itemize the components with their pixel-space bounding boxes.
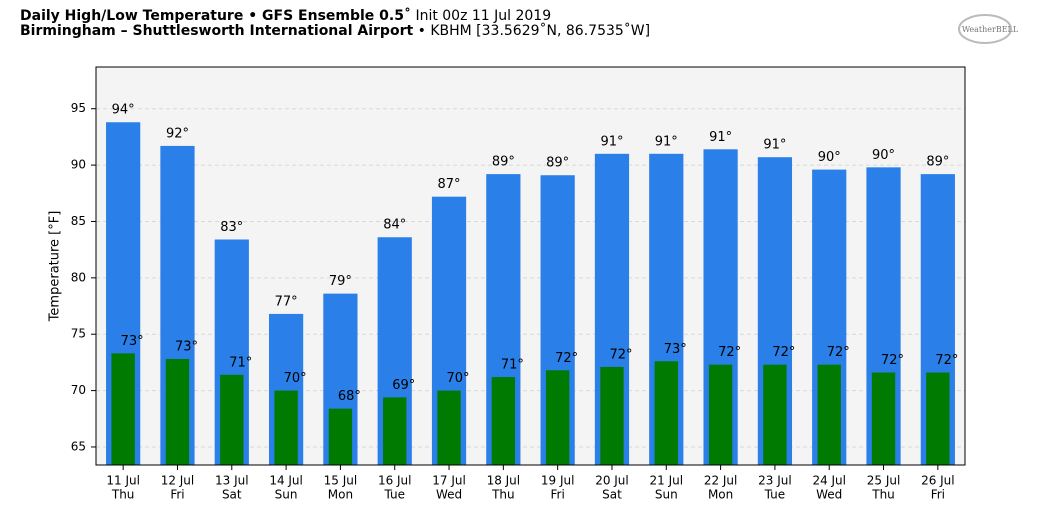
value-label: 70° — [447, 371, 470, 386]
value-label: 73° — [175, 340, 198, 355]
y-axis-label: Temperature [°F] — [48, 211, 63, 323]
y-tick-label: 95 — [71, 101, 86, 115]
bar-1 — [383, 397, 407, 465]
value-label: 89° — [546, 156, 569, 171]
x-tick-label: 21 Jul — [650, 474, 684, 488]
bar-1 — [600, 366, 624, 465]
x-tick-label: 23 Jul — [758, 474, 792, 488]
bar-1 — [274, 390, 298, 465]
x-tick-label: 18 Jul — [487, 474, 521, 488]
x-tick-label: 11 Jul — [106, 474, 140, 488]
x-tick-label-day: Tue — [764, 488, 786, 502]
value-label: 77° — [275, 294, 298, 309]
bar-1 — [708, 364, 733, 465]
x-tick-label-day: Sun — [275, 488, 298, 502]
x-tick-label-day: Thu — [871, 488, 895, 502]
bar-1 — [545, 370, 570, 465]
value-label: 89° — [492, 155, 515, 170]
value-label: 87° — [438, 177, 461, 192]
bar-1 — [871, 372, 896, 465]
bar-1 — [437, 390, 461, 465]
chart-title-line: Daily High/Low Temperature • GFS Ensembl… — [20, 7, 551, 24]
value-label: 83° — [220, 220, 243, 235]
x-tick-label: 12 Jul — [161, 474, 195, 488]
x-tick-label: 16 Jul — [378, 474, 412, 488]
x-tick-label-day: Sun — [655, 488, 678, 502]
x-tick-label: 13 Jul — [215, 474, 249, 488]
x-tick-label: 15 Jul — [324, 474, 358, 488]
value-label: 73° — [664, 342, 687, 357]
subtitle-note: • KBHM [33.5629˚N, 86.7535˚W] — [418, 22, 650, 39]
value-label: 91° — [655, 134, 678, 149]
bar-1 — [763, 364, 787, 465]
bar-1 — [817, 364, 841, 465]
bar-1 — [654, 361, 678, 465]
chart-subtitle-line: Birmingham – Shuttlesworth International… — [20, 22, 650, 39]
value-label: 72° — [609, 347, 632, 362]
value-label: 92° — [166, 126, 189, 141]
x-tick-label: 26 Jul — [921, 474, 955, 488]
bar-1 — [220, 374, 244, 465]
x-tick-label-day: Thu — [491, 488, 515, 502]
value-label: 73° — [121, 334, 144, 349]
value-label: 69° — [392, 378, 415, 393]
chart-subtitle: Birmingham – Shuttlesworth International… — [20, 23, 413, 39]
y-tick-label: 90 — [71, 158, 86, 172]
value-label: 72° — [718, 345, 741, 360]
y-tick-label: 70 — [71, 383, 86, 397]
bar-1 — [491, 377, 516, 465]
value-label: 90° — [872, 148, 895, 163]
x-tick-label-day: Thu — [111, 488, 135, 502]
chart-title: Daily High/Low Temperature • GFS Ensembl… — [20, 7, 411, 24]
title-note: Init 00z 11 Jul 2019 — [415, 8, 551, 24]
bar-1 — [926, 372, 950, 465]
value-label: 72° — [555, 351, 578, 366]
x-tick-label-day: Sat — [222, 488, 242, 502]
x-tick-label: 19 Jul — [541, 474, 575, 488]
value-label: 72° — [935, 353, 958, 368]
value-label: 79° — [329, 274, 352, 289]
x-tick-label: 24 Jul — [812, 474, 846, 488]
value-label: 91° — [600, 134, 623, 149]
value-label: 70° — [284, 371, 307, 386]
value-label: 71° — [229, 355, 252, 370]
value-label: 72° — [827, 345, 850, 360]
x-tick-label: 20 Jul — [595, 474, 629, 488]
x-tick-label-day: Fri — [931, 488, 945, 502]
x-tick-label-day: Wed — [816, 488, 842, 502]
value-label: 84° — [383, 218, 406, 233]
x-tick-label-day: Wed — [436, 488, 462, 502]
value-label: 91° — [763, 138, 786, 153]
value-label: 68° — [338, 389, 361, 404]
value-label: 94° — [112, 103, 135, 118]
bar-1 — [111, 353, 135, 465]
value-label: 71° — [501, 358, 524, 373]
x-tick-label: 17 Jul — [432, 474, 466, 488]
value-label: 72° — [772, 345, 795, 360]
x-tick-label-day: Mon — [328, 488, 353, 502]
bar-1 — [165, 359, 190, 465]
bar-1 — [328, 408, 353, 465]
y-tick-label: 65 — [71, 439, 86, 453]
plot-frame — [95, 66, 966, 466]
value-label: 89° — [926, 155, 949, 170]
x-tick-label: 25 Jul — [867, 474, 901, 488]
x-tick-label: 22 Jul — [704, 474, 738, 488]
x-tick-label-day: Fri — [170, 488, 184, 502]
value-label: 91° — [709, 130, 732, 145]
logo: WeatherBELL — [962, 25, 1019, 34]
value-label: 90° — [818, 150, 841, 165]
logo-mark — [958, 14, 1012, 44]
x-tick-label-day: Sat — [602, 488, 622, 502]
value-label: 72° — [881, 353, 904, 368]
x-tick-label-day: Tue — [383, 488, 405, 502]
y-tick-label: 75 — [71, 327, 86, 341]
y-tick-label: 80 — [71, 270, 86, 284]
x-tick-label-day: Fri — [551, 488, 565, 502]
x-tick-label-day: Mon — [708, 488, 733, 502]
x-tick-label: 14 Jul — [269, 474, 303, 488]
y-tick-label: 85 — [71, 214, 86, 228]
